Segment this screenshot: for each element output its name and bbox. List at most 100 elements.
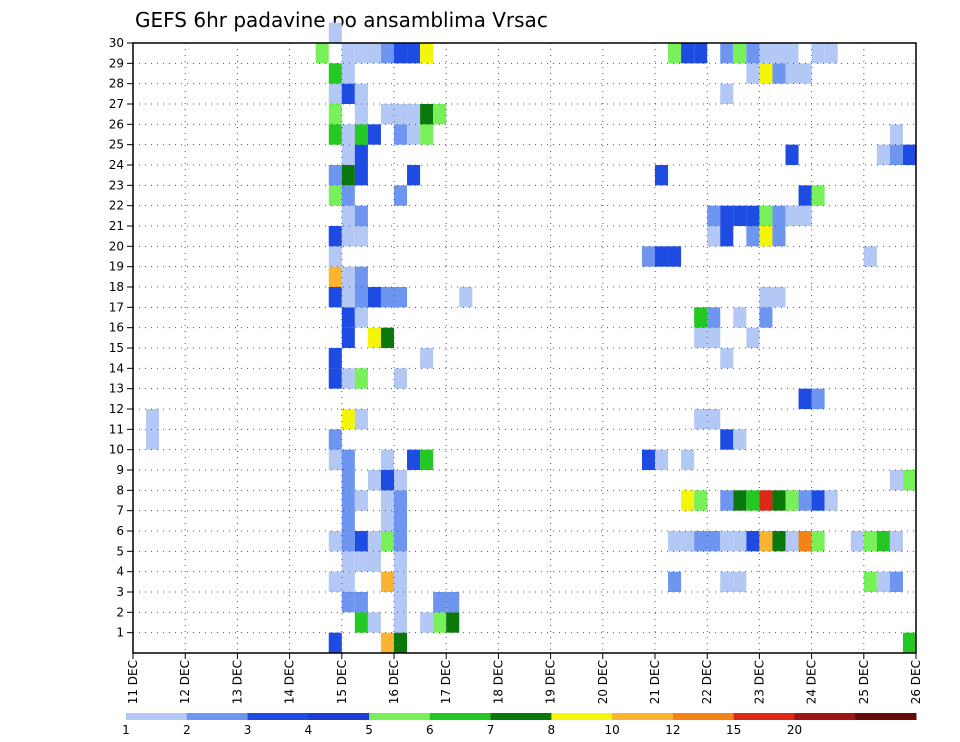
y-tick-label: 12 <box>109 402 124 416</box>
heatmap-cell <box>341 368 355 389</box>
heatmap-cell <box>354 205 368 226</box>
x-axis-ticks: 11 DEC 12 DEC 13 DEC 14 DEC 15 DEC 16 DEC 17 D… <box>126 653 923 704</box>
heatmap-cell <box>328 185 342 206</box>
heatmap-cell <box>785 144 799 165</box>
y-tick-label: 16 <box>109 321 124 335</box>
x-tick-label: 26 DEC <box>909 660 923 704</box>
heatmap-cell <box>785 531 799 552</box>
x-tick-label: 17 DEC <box>439 660 453 704</box>
heatmap-cell <box>733 571 747 592</box>
legend-label: 12 <box>665 723 680 737</box>
heatmap-cell <box>759 43 773 64</box>
heatmap-cell <box>746 490 760 511</box>
heatmap-cell <box>407 124 421 145</box>
x-tick-label: 16 DEC <box>387 660 401 704</box>
heatmap-cell <box>380 510 394 531</box>
gridlines <box>133 43 916 653</box>
heatmap-cell <box>720 348 734 369</box>
heatmap-cell <box>850 531 864 552</box>
heatmap-cell <box>420 449 434 470</box>
heatmap-cell <box>811 531 825 552</box>
x-tick-label: 12 DEC <box>178 660 192 704</box>
heatmap-cell <box>328 368 342 389</box>
y-axis-ticks: 1234567891011121314151617181920212223242… <box>109 36 133 640</box>
x-tick-label: 23 DEC <box>752 660 766 704</box>
heatmap-cell <box>694 307 708 328</box>
heatmap-cell <box>863 571 877 592</box>
heatmap-cell <box>889 144 903 165</box>
heatmap-cell <box>655 449 669 470</box>
heatmap-cell <box>420 612 434 633</box>
y-tick-label: 27 <box>109 97 124 111</box>
heatmap-cell <box>446 612 460 633</box>
heatmap-cell <box>889 531 903 552</box>
heatmap-cell <box>433 104 447 125</box>
legend-label: 1 <box>122 723 130 737</box>
heatmap-cell <box>681 43 695 64</box>
heatmap-cell <box>733 429 747 450</box>
color-legend: 1 2 3 4 5 6 7 8 10 12 15 20 <box>122 713 917 737</box>
x-tick-label: 13 DEC <box>230 660 244 704</box>
heatmap-cell <box>811 388 825 409</box>
heatmap-cell <box>798 388 812 409</box>
y-tick-label: 22 <box>109 199 124 213</box>
heatmap-cell <box>668 43 682 64</box>
heatmap-cell <box>668 531 682 552</box>
y-tick-label: 3 <box>116 585 124 599</box>
heatmap-cell <box>459 287 473 308</box>
heatmap-cell <box>863 531 877 552</box>
heatmap-cell <box>354 266 368 287</box>
heatmap-cell <box>720 43 734 64</box>
heatmap-cell <box>394 510 408 531</box>
heatmap-cell <box>772 43 786 64</box>
heatmap-cell <box>328 266 342 287</box>
heatmap-cell <box>367 327 381 348</box>
heatmap-cell <box>902 470 916 491</box>
heatmap-cell <box>785 63 799 84</box>
y-tick-label: 25 <box>109 138 124 152</box>
y-tick-label: 21 <box>109 219 124 233</box>
legend-label: 2 <box>183 723 191 737</box>
heatmap-cell <box>407 165 421 186</box>
heatmap-cell <box>889 571 903 592</box>
heatmap-cell <box>354 104 368 125</box>
heatmap-cell <box>394 592 408 613</box>
heatmap-cell <box>720 226 734 247</box>
heatmap-cell <box>341 83 355 104</box>
legend-swatch <box>794 713 856 720</box>
heatmap-cell <box>394 287 408 308</box>
heatmap-cell <box>876 571 890 592</box>
heatmap-cell <box>354 124 368 145</box>
heatmap-cell <box>328 246 342 267</box>
heatmap-cell <box>694 409 708 430</box>
heatmap-cell <box>380 571 394 592</box>
heatmap-cell <box>394 632 408 653</box>
y-tick-label: 7 <box>116 504 124 518</box>
legend-label: 4 <box>304 723 312 737</box>
y-tick-label: 6 <box>116 524 124 538</box>
y-tick-label: 10 <box>109 443 124 457</box>
heatmap-cell <box>341 470 355 491</box>
heatmap-cell <box>328 531 342 552</box>
heatmap-cell <box>341 124 355 145</box>
heatmap-cell <box>394 185 408 206</box>
heatmap-cell <box>354 144 368 165</box>
heatmap-cell <box>759 287 773 308</box>
y-tick-label: 17 <box>109 300 124 314</box>
legend-swatch <box>855 713 917 720</box>
x-tick-label: 15 DEC <box>335 660 349 704</box>
heatmap-cell <box>811 43 825 64</box>
heatmap-cell <box>733 490 747 511</box>
y-tick-label: 11 <box>109 422 124 436</box>
legend-label: 7 <box>487 723 495 737</box>
heatmap-cell <box>798 185 812 206</box>
heatmap-cell <box>341 571 355 592</box>
heatmap-cell <box>328 22 342 43</box>
y-tick-label: 1 <box>116 626 124 640</box>
heatmap-cell <box>681 531 695 552</box>
y-tick-label: 14 <box>109 361 124 375</box>
x-tick-label: 20 DEC <box>596 660 610 704</box>
heatmap-cell <box>433 612 447 633</box>
heatmap-cell <box>889 470 903 491</box>
